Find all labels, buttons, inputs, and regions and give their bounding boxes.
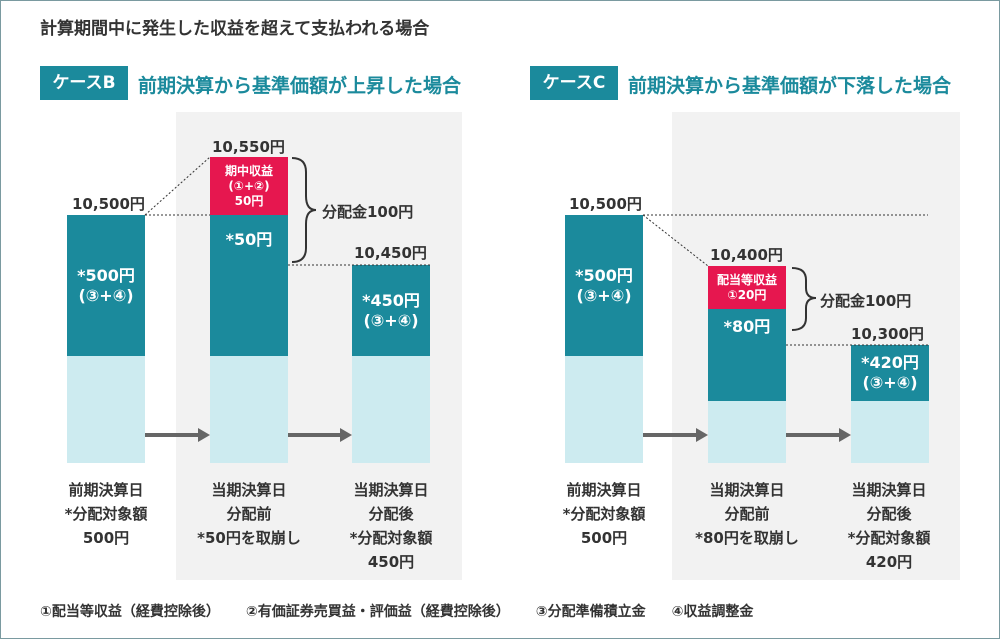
case-b-prev-label: 前期決算日 *分配対象額 500円: [64, 481, 148, 547]
case-c-after-distributable-bar: *420円 (③+④): [851, 345, 929, 401]
case-c-after-price: 10,300円: [851, 325, 924, 343]
legend-item-2: ②有価証券売買益・評価益（経費控除後）: [245, 604, 510, 620]
case-c-distribution-label: 分配金100円: [820, 292, 912, 310]
case-c-arrow-1-shaft: [643, 433, 697, 437]
case-c-before-label: 当期決算日 分配前 *80円を取崩し: [695, 481, 799, 547]
case-b-arrow-1-head: [198, 428, 210, 442]
case-c-current-price: 10,400円: [710, 246, 783, 264]
case-b-heading: 前期決算から基準価額が上昇した場合: [138, 75, 462, 97]
case-b-prev-distributable-bar: *500円 (③+④): [67, 215, 145, 356]
case-b-arrow-2-shaft: [288, 433, 341, 437]
case-c-arrow-2-head: [839, 428, 851, 442]
case-b-after-price: 10,450円: [354, 244, 427, 262]
legend-item-1: ①配当等収益（経費控除後）: [40, 604, 220, 620]
case-b-after-base-bar: [352, 356, 430, 463]
case-b-arrow-2-head: [340, 428, 352, 442]
legend-item-3: ③分配準備積立金: [535, 604, 646, 620]
case-c-heading: 前期決算から基準価額が下落した場合: [628, 75, 952, 97]
case-b-arrow-1-shaft: [145, 433, 199, 437]
case-b-after-label: 当期決算日 分配後 *分配対象額 450円: [349, 481, 433, 571]
case-c-arrow-1-head: [696, 428, 708, 442]
case-c-arrow-2-shaft: [786, 433, 840, 437]
case-c-current-remaining-bar: [708, 345, 786, 401]
legend-item-4: ④収益調整金: [671, 604, 754, 620]
case-b-after-distributable-bar: *450円 (③+④): [352, 265, 430, 356]
case-c-current-drawdown-bar: *80円: [708, 309, 786, 345]
case-c-prev-price: 10,500円: [569, 195, 642, 213]
case-b-income-bar: 期中収益 (①+②) 50円: [210, 157, 288, 215]
case-b-before-label: 当期決算日 分配前 *50円を取崩し: [197, 481, 301, 547]
case-c-current-base-bar: [708, 401, 786, 463]
case-b-current-remaining-bar: [210, 265, 288, 356]
case-c-prev-distributable-bar: *500円 (③+④): [565, 215, 643, 356]
case-b-current-drawdown-bar: *50円: [210, 215, 288, 265]
case-c-badge: ケースC: [530, 66, 618, 100]
case-b-prev-price: 10,500円: [72, 195, 145, 213]
case-b-current-base-bar: [210, 356, 288, 463]
case-c-prev-label: 前期決算日 *分配対象額 500円: [562, 481, 646, 547]
diagram-title: 計算期間中に発生した収益を超えて支払われる場合: [40, 19, 430, 39]
case-b-distribution-label: 分配金100円: [322, 203, 414, 221]
legend: ①配当等収益（経費控除後） ②有価証券売買益・評価益（経費控除後） ③分配準備積立金…: [40, 601, 779, 621]
case-b-prev-base-bar: [67, 356, 145, 463]
case-c-after-label: 当期決算日 分配後 *分配対象額 420円: [847, 481, 931, 571]
case-c-prev-base-bar: [565, 356, 643, 463]
case-b-current-price: 10,550円: [212, 138, 285, 156]
case-c-income-bar: 配当等収益 ①20円: [708, 266, 786, 309]
case-c-after-base-bar: [851, 401, 929, 463]
case-b-badge: ケースB: [40, 66, 128, 100]
